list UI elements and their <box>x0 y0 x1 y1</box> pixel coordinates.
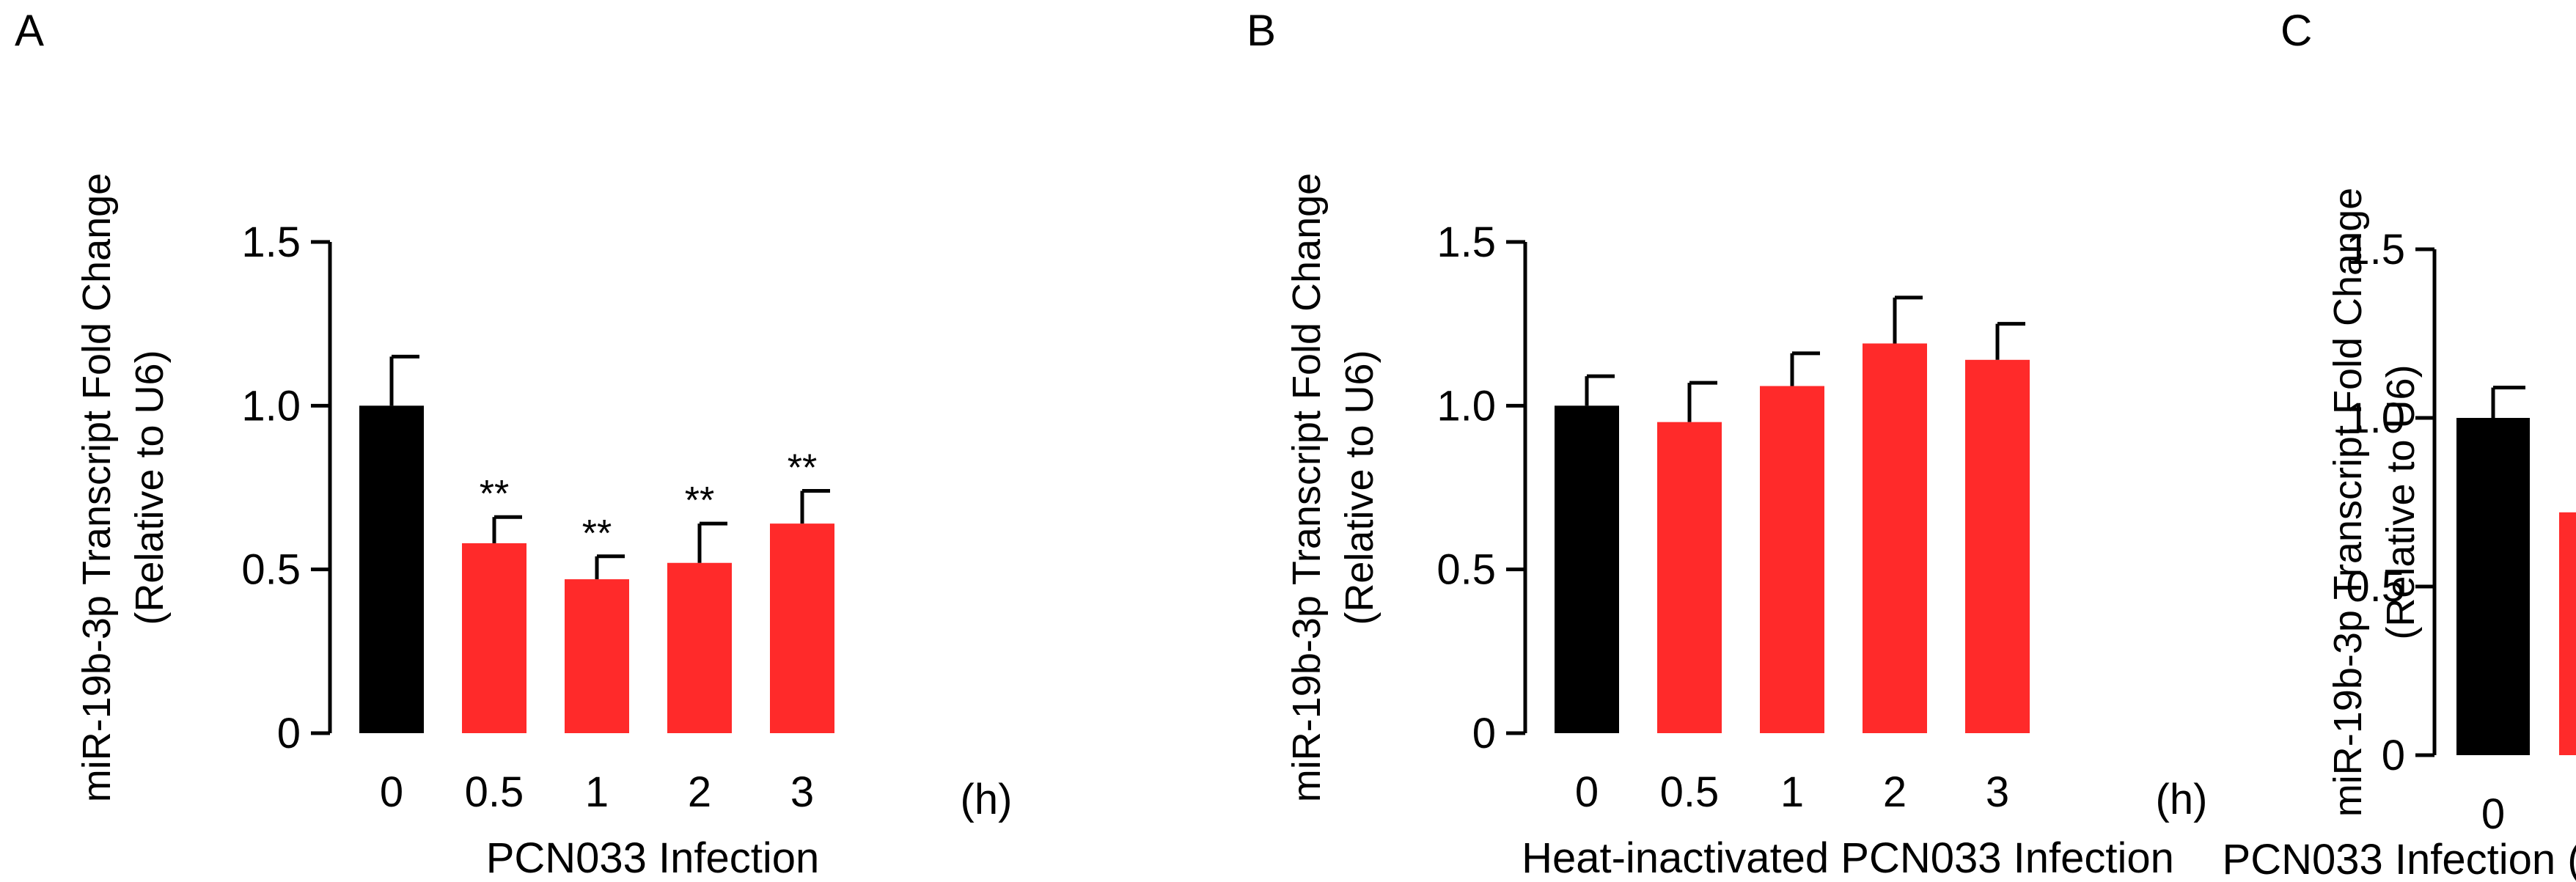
bar[interactable] <box>1760 386 1824 733</box>
panel-label: C <box>2280 6 2312 55</box>
significance-marker: ** <box>788 446 817 489</box>
bar[interactable] <box>2559 512 2576 755</box>
y-tick-label: 0.5 <box>1436 546 1496 594</box>
y-axis-label: miR-19b-3p Transcript Fold Change <box>2326 188 2370 817</box>
bar[interactable] <box>1863 343 1927 733</box>
bar[interactable] <box>667 562 732 733</box>
bar[interactable] <box>770 523 834 733</box>
y-axis-label-secondary: (Relative to U6) <box>2379 364 2423 639</box>
y-tick-label: 0 <box>277 710 301 757</box>
x-unit-label: (h) <box>2156 776 2208 823</box>
chart-panel-b: B 0 0.5 1.0 1.5 miR-19b-3p Transcript Fold Ch… <box>1247 6 2207 882</box>
x-tick-label: 1 <box>1780 768 1804 816</box>
bar[interactable] <box>565 579 629 733</box>
x-tick-label: 2 <box>1883 768 1907 816</box>
bar[interactable] <box>1965 359 2030 733</box>
y-axis-label-secondary: (Relative to U6) <box>128 350 172 625</box>
y-axis-label: miR-19b-3p Transcript Fold Change <box>1285 173 1329 802</box>
y-tick-label: 0.5 <box>241 546 301 594</box>
y-tick-label: 1.5 <box>241 218 301 266</box>
x-tick-label: 1 <box>585 768 609 816</box>
x-tick-label: 2 <box>688 768 711 816</box>
significance-marker: ** <box>480 473 509 515</box>
y-axis-label-secondary: (Relative to U6) <box>1337 350 1381 625</box>
bar[interactable] <box>462 543 526 733</box>
x-unit-label: (h) <box>961 776 1013 823</box>
x-tick-label: 0.5 <box>1660 768 1720 816</box>
y-tick-label: 0 <box>1472 710 1496 757</box>
y-axis-label: miR-19b-3p Transcript Fold Change <box>75 173 119 802</box>
y-tick-label: 1.0 <box>2346 394 2405 442</box>
x-axis-label: Heat-inactivated PCN033 Infection <box>1522 834 2174 882</box>
y-tick-label: 1.0 <box>1436 382 1496 430</box>
y-tick-label: 1.5 <box>2346 226 2405 273</box>
x-tick-label: 0 <box>2481 790 2505 838</box>
significance-marker: ** <box>685 479 714 522</box>
chart-panel-a: A 0 0.5 1.0 1.5 miR-19b-3p Transcript Fold Ch… <box>15 6 1012 882</box>
x-tick-label: 0.5 <box>465 768 524 816</box>
bar[interactable] <box>1657 422 1722 733</box>
bar[interactable] <box>359 405 424 733</box>
x-tick-label: 3 <box>790 768 814 816</box>
x-tick-label: 0 <box>380 768 403 816</box>
significance-marker: ** <box>582 512 612 555</box>
y-tick-label: 1.5 <box>1436 218 1496 266</box>
y-tick-label: 1.0 <box>241 382 301 430</box>
x-tick-label: 0 <box>1575 768 1599 816</box>
bar[interactable] <box>1555 405 1619 733</box>
panel-label: A <box>15 6 44 55</box>
panel-label: B <box>1247 6 1276 55</box>
x-axis-label: PCN033 Infection (MOI) <box>2223 836 2576 882</box>
y-tick-label: 0 <box>2382 732 2405 779</box>
bar[interactable] <box>2456 418 2530 755</box>
x-tick-label: 3 <box>1986 768 2009 816</box>
x-axis-label: PCN033 Infection <box>486 834 820 882</box>
y-tick-label: 0.5 <box>2346 563 2405 611</box>
